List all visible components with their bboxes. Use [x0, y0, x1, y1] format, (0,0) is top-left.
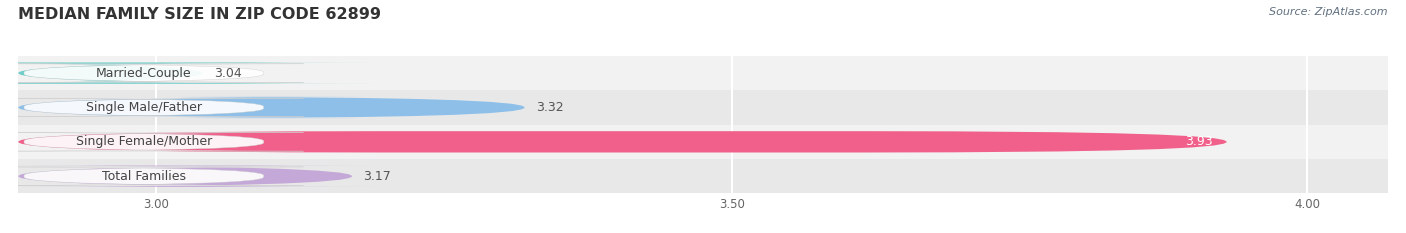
FancyBboxPatch shape: [18, 131, 1226, 152]
FancyBboxPatch shape: [18, 159, 1388, 193]
Text: Married-Couple: Married-Couple: [96, 67, 191, 80]
Text: MEDIAN FAMILY SIZE IN ZIP CODE 62899: MEDIAN FAMILY SIZE IN ZIP CODE 62899: [18, 7, 381, 22]
FancyBboxPatch shape: [18, 97, 524, 118]
Text: 3.93: 3.93: [1185, 135, 1213, 148]
FancyBboxPatch shape: [0, 166, 375, 187]
Text: 3.04: 3.04: [214, 67, 242, 80]
FancyBboxPatch shape: [18, 56, 1388, 90]
Text: Total Families: Total Families: [101, 170, 186, 183]
Text: Single Female/Mother: Single Female/Mother: [76, 135, 212, 148]
FancyBboxPatch shape: [0, 64, 304, 82]
FancyBboxPatch shape: [0, 133, 304, 151]
Text: Source: ZipAtlas.com: Source: ZipAtlas.com: [1270, 7, 1388, 17]
FancyBboxPatch shape: [18, 90, 1388, 125]
FancyBboxPatch shape: [18, 125, 1388, 159]
FancyBboxPatch shape: [0, 98, 304, 117]
Text: Single Male/Father: Single Male/Father: [86, 101, 202, 114]
Text: 3.32: 3.32: [536, 101, 564, 114]
FancyBboxPatch shape: [0, 62, 375, 84]
Text: 3.17: 3.17: [364, 170, 391, 183]
FancyBboxPatch shape: [0, 167, 304, 185]
